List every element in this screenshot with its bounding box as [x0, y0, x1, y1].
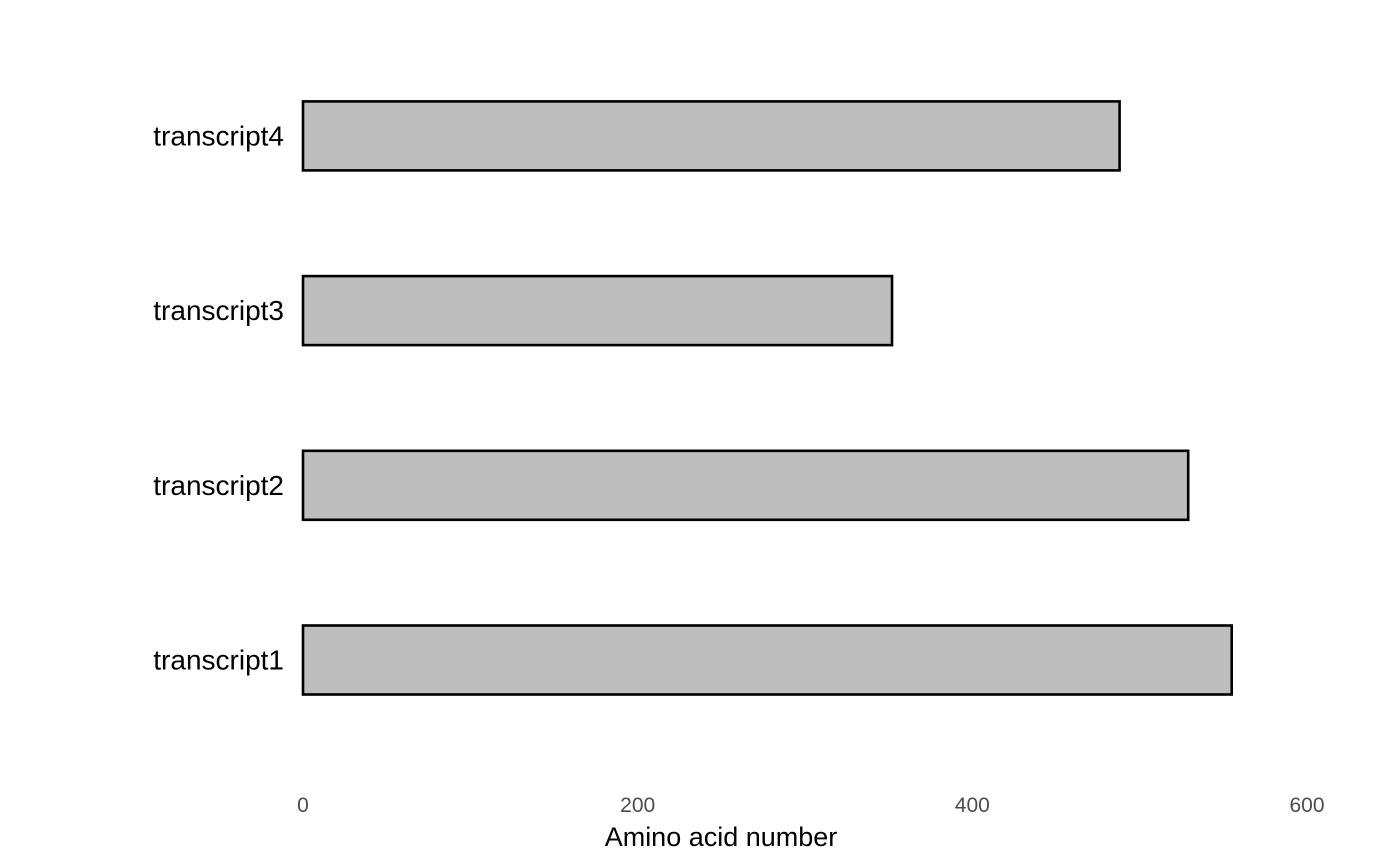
bar-transcript4	[301, 100, 1121, 172]
category-label-transcript4: transcript4	[153, 120, 284, 151]
category-label-transcript3: transcript3	[153, 295, 284, 326]
category-label-transcript1: transcript1	[153, 645, 284, 676]
x-tick-label-0: 0	[297, 794, 309, 817]
bar-transcript1	[301, 624, 1234, 696]
x-tick-label-200: 200	[620, 794, 655, 817]
bar-transcript3	[301, 274, 894, 347]
x-axis-ticks: 0 200 400 600	[297, 794, 1324, 817]
bars-layer	[301, 100, 1234, 696]
category-labels: transcript1 transcript2 transcript3 transcr…	[153, 120, 284, 675]
x-axis-title: Amino acid number	[605, 822, 838, 852]
x-tick-label-400: 400	[955, 794, 990, 817]
bar-transcript2	[301, 449, 1190, 522]
x-tick-label-600: 600	[1289, 794, 1324, 817]
category-label-transcript2: transcript2	[153, 470, 284, 501]
